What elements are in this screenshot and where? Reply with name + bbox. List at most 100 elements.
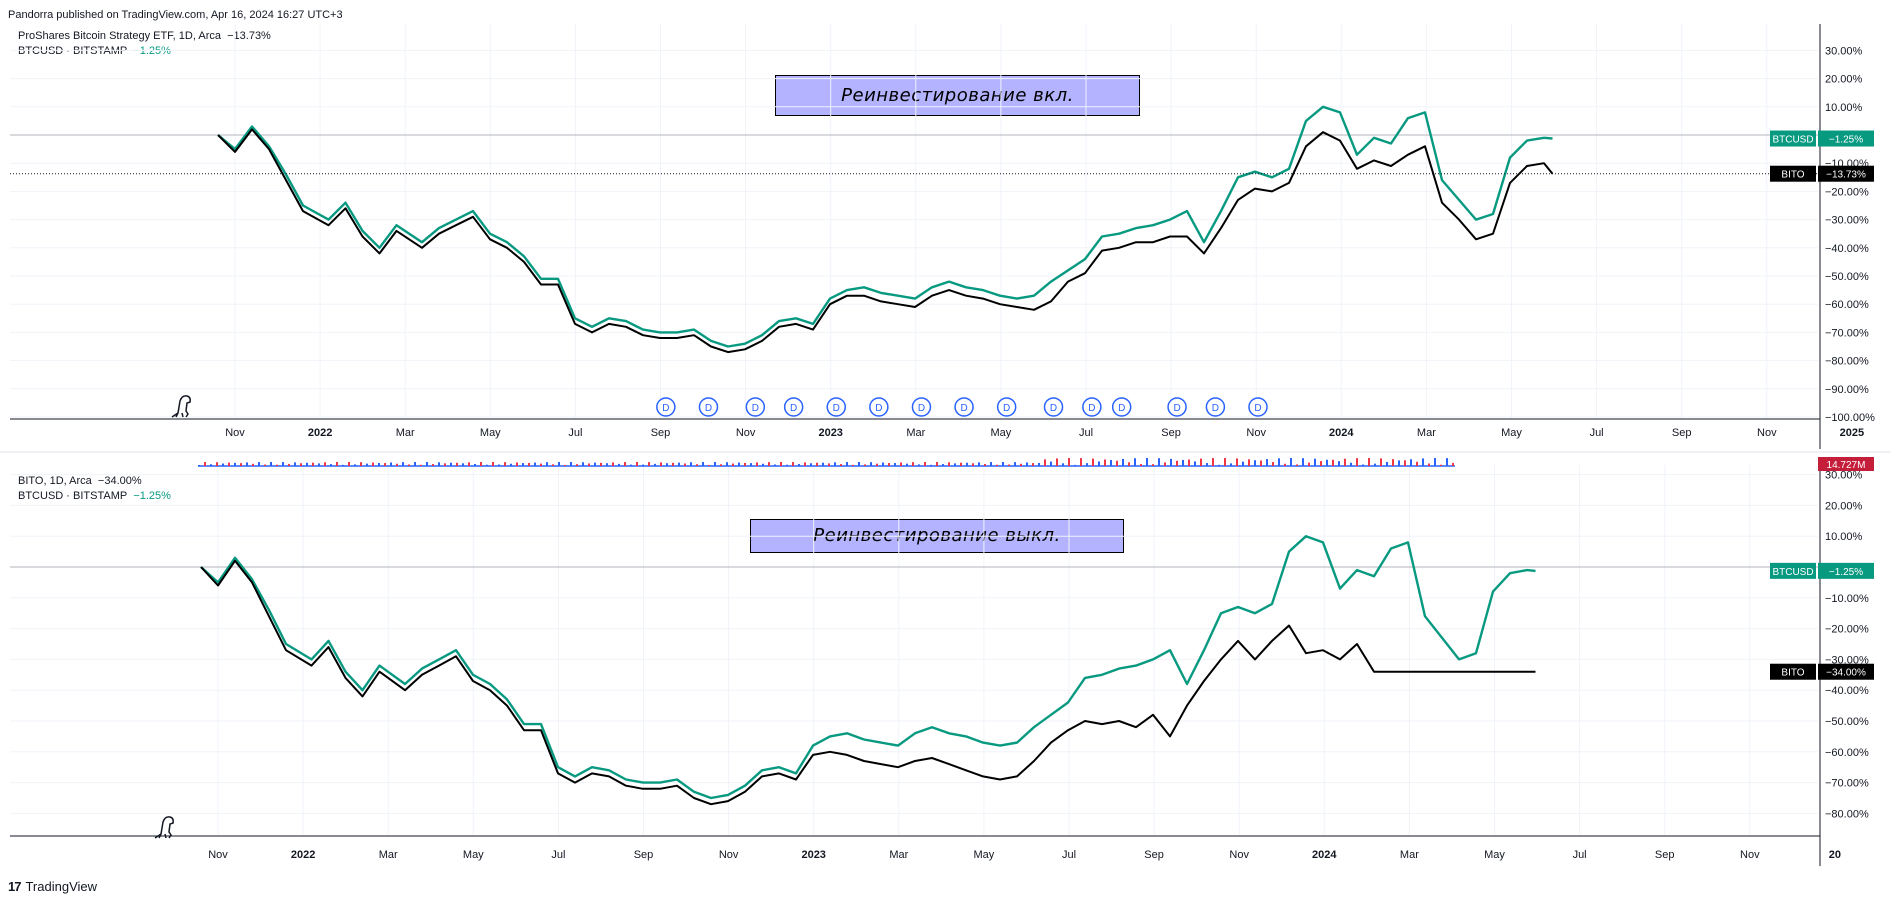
x-tick-label: Sep: [651, 427, 671, 439]
volume-bar: [702, 462, 704, 466]
x-tick-label: Sep: [1161, 427, 1181, 439]
volume-bar: [474, 464, 476, 466]
volume-bar: [438, 462, 440, 466]
volume-bar: [888, 463, 890, 466]
volume-bar: [456, 462, 458, 466]
y-tick-label: −100.00%: [1825, 412, 1875, 424]
volume-bar: [1350, 462, 1352, 466]
x-tick-label: Nov: [1740, 849, 1760, 861]
volume-bar: [372, 462, 374, 466]
y-tick-label: 20.00%: [1825, 500, 1863, 512]
price-label-value-bg: [1818, 165, 1874, 182]
volume-bar: [222, 463, 224, 466]
bottom-legend-main[interactable]: BITO, 1D, Arca −34.00%: [18, 474, 171, 489]
volume-bar: [1242, 461, 1244, 466]
footer: 17 TradingView: [8, 879, 97, 894]
volume-bar: [300, 463, 302, 466]
volume-bar: [210, 464, 212, 466]
volume-bar: [876, 463, 878, 466]
top-legend-main[interactable]: ProShares Bitcoin Strategy ETF, 1D, Arca…: [18, 29, 271, 44]
volume-strip: 14.727M: [198, 457, 1874, 471]
top-annotation-banner[interactable]: Реинвестирование вкл.: [775, 75, 1140, 116]
volume-bar: [972, 463, 974, 466]
top-legend-compare[interactable]: BTCUSD · BITSTAMP −1.25%: [18, 44, 271, 59]
volume-bar: [594, 462, 596, 466]
price-label-value: −1.25%: [1829, 567, 1863, 578]
volume-bar: [936, 462, 938, 466]
dividend-marker: D: [1167, 397, 1187, 417]
volume-bar: [1452, 462, 1454, 466]
chart-canvas[interactable]: 30.00% 20.00% 10.00% −10.00% −20.00% −30.00% −…: [0, 0, 1891, 875]
volume-bar: [1176, 460, 1178, 466]
dividend-circle: [783, 397, 804, 417]
y-tick-label: 30.00%: [1825, 45, 1863, 57]
pane-1-x-axis: Nov 2022 Mar May Jul Sep Nov 2023 Mar May Jul Sep No…: [225, 427, 1864, 439]
bottom-legend-compare[interactable]: BTCUSD · BITSTAMP −1.25%: [18, 489, 171, 504]
price-label-value: −34.00%: [1826, 668, 1866, 679]
volume-bar: [1224, 458, 1226, 466]
volume-bar: [1326, 459, 1328, 466]
volume-bar: [294, 462, 296, 466]
volume-bar: [450, 462, 452, 466]
tradingview-logo-icon[interactable]: 17: [8, 879, 22, 894]
y-tick-label: 20.00%: [1825, 74, 1863, 86]
dividend-letter: D: [790, 403, 797, 414]
volume-bar: [312, 462, 314, 466]
volume-bar: [1362, 464, 1364, 466]
dividend-marker: D: [869, 397, 889, 417]
volume-bar: [930, 464, 932, 466]
volume-bar: [540, 463, 542, 466]
pane-2-x-axis: Nov 2022 Mar May Jul Sep Nov 2023 Mar May Jul Sep No…: [208, 849, 1841, 861]
pane-2-y-axis: 30.00% 20.00% 10.00% −10.00% −20.00% −30.00% −…: [1825, 470, 1869, 821]
price-label-btcusd: BTCUSD −1.25%: [1770, 130, 1874, 147]
price-label-value: −1.25%: [1829, 135, 1863, 146]
dino-icon: [154, 816, 174, 839]
y-tick-label: 30.00%: [1825, 470, 1863, 482]
volume-bar: [870, 462, 872, 466]
dividend-marker: D: [954, 397, 974, 417]
dividend-marker: D: [656, 397, 676, 417]
y-tick-label: −10.00%: [1825, 593, 1869, 605]
volume-bar: [1134, 458, 1136, 466]
volume-bar: [1074, 464, 1076, 466]
volume-bar: [468, 462, 470, 466]
volume-bar: [978, 462, 980, 466]
volume-bar: [366, 463, 368, 466]
volume-bar: [786, 464, 788, 466]
volume-bar: [834, 462, 836, 466]
volume-bar: [1428, 463, 1430, 466]
volume-bar: [432, 464, 434, 466]
volume-bar: [678, 462, 680, 466]
volume-bar: [348, 462, 350, 466]
y-tick-label: 10.00%: [1825, 531, 1863, 543]
volume-bar: [288, 463, 290, 466]
volume-bar: [462, 463, 464, 466]
volume-bar: [768, 462, 770, 466]
x-tick-label: May: [1484, 849, 1505, 861]
price-label-btcusd: BTCUSD −1.25%: [1770, 562, 1874, 579]
volume-bar: [1098, 461, 1100, 466]
x-tick-label: Mar: [1417, 427, 1436, 439]
volume-bar: [486, 464, 488, 466]
volume-bar: [1200, 458, 1202, 466]
volume-bar: [1278, 458, 1280, 466]
x-tick-label: Nov: [225, 427, 245, 439]
volume-bar: [954, 463, 956, 466]
y-tick-label: −90.00%: [1825, 384, 1869, 396]
volume-bar: [666, 463, 668, 466]
volume-bar: [690, 462, 692, 466]
dino-icon-path: [154, 816, 174, 839]
volume-bar: [726, 462, 728, 466]
volume-bar: [270, 462, 272, 466]
volume-bar: [1398, 460, 1400, 466]
tradingview-brand[interactable]: TradingView: [25, 879, 98, 894]
x-tick-label: Nov: [1246, 427, 1266, 439]
y-tick-label: −70.00%: [1825, 327, 1869, 339]
y-tick-label: −40.00%: [1825, 243, 1869, 255]
y-tick-label: −20.00%: [1825, 186, 1869, 198]
series-line-bito: [217, 128, 1554, 354]
volume-bar: [228, 462, 230, 466]
volume-bar: [426, 462, 428, 466]
volume-bar: [480, 462, 482, 466]
volume-bar: [420, 464, 422, 466]
